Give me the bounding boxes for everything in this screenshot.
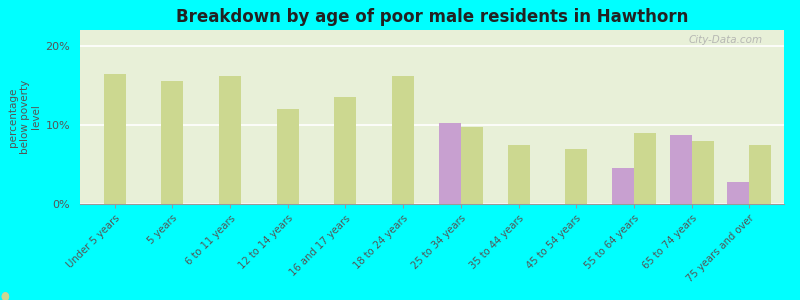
Bar (727, 182, 750, 204)
Y-axis label: percentage
below poverty
level: percentage below poverty level (8, 80, 42, 154)
Bar (566, 148, 587, 204)
Bar (670, 135, 692, 204)
Bar (392, 76, 414, 204)
Bar (507, 145, 530, 204)
Bar (334, 97, 357, 204)
Bar (104, 74, 126, 204)
Title: Breakdown by age of poor male residents in Hawthorn: Breakdown by age of poor male residents … (176, 8, 688, 26)
Bar (612, 168, 634, 204)
Bar (750, 145, 771, 204)
Bar (439, 123, 461, 204)
Bar (162, 81, 183, 204)
Text: City-Data.com: City-Data.com (689, 35, 763, 45)
Bar (692, 141, 714, 204)
Bar (634, 133, 656, 204)
Bar (277, 109, 298, 204)
Bar (219, 76, 241, 204)
Bar (461, 127, 482, 204)
